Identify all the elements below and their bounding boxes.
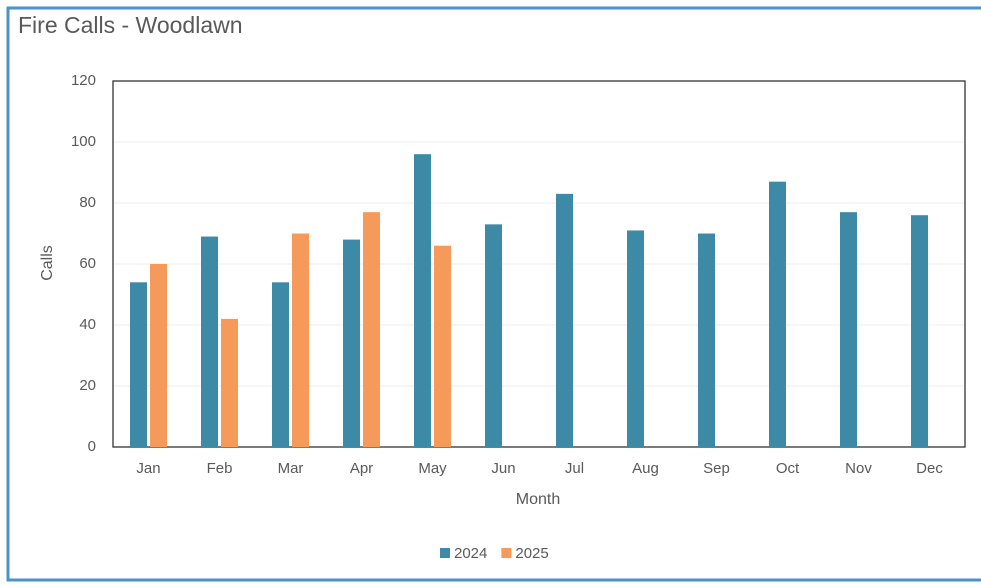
bar: [434, 245, 451, 447]
x-tick-label: Apr: [350, 460, 373, 477]
legend-swatch: [440, 548, 450, 558]
bar: [769, 181, 786, 447]
x-tick-label: Dec: [916, 460, 943, 477]
plot-border: [112, 80, 966, 448]
x-tick-label: Jul: [565, 460, 584, 477]
x-tick-label: Feb: [207, 460, 233, 477]
y-tick-label: 120: [71, 72, 96, 89]
x-tick-label: Mar: [278, 460, 304, 477]
bar: [221, 318, 238, 447]
bar: [840, 212, 857, 447]
y-tick-label: 40: [79, 316, 96, 333]
y-tick-label: 100: [71, 133, 96, 150]
y-tick-label: 20: [79, 377, 96, 394]
bar: [150, 264, 167, 447]
x-tick-label: Aug: [632, 460, 659, 477]
legend-label: 2024: [454, 545, 487, 562]
bar: [272, 282, 289, 447]
bar: [627, 230, 644, 447]
legend-swatch: [501, 548, 512, 558]
x-tick-label: Oct: [776, 460, 800, 477]
y-axis-label: Calls: [39, 245, 56, 281]
bar: [556, 193, 573, 447]
bar: [911, 215, 928, 447]
y-tick-label: 0: [88, 438, 96, 455]
y-tick-label: 80: [79, 194, 96, 211]
x-axis-label: Month: [516, 491, 560, 508]
x-tick-label: Nov: [845, 460, 872, 477]
x-tick-label: Jun: [491, 460, 515, 477]
chart-title: Fire Calls - Woodlawn: [18, 12, 243, 38]
bar: [130, 282, 147, 447]
bar: [343, 239, 360, 447]
legend-label: 2025: [515, 545, 548, 562]
bar: [414, 154, 431, 447]
x-tick-label: Sep: [703, 460, 730, 477]
x-tick-label: Jan: [136, 460, 160, 477]
y-tick-label: 60: [79, 255, 96, 272]
bar: [485, 224, 502, 447]
bar: [292, 233, 309, 447]
bar: [698, 233, 715, 447]
bar: [363, 212, 380, 447]
x-tick-label: May: [418, 460, 447, 477]
bar: [201, 236, 218, 447]
